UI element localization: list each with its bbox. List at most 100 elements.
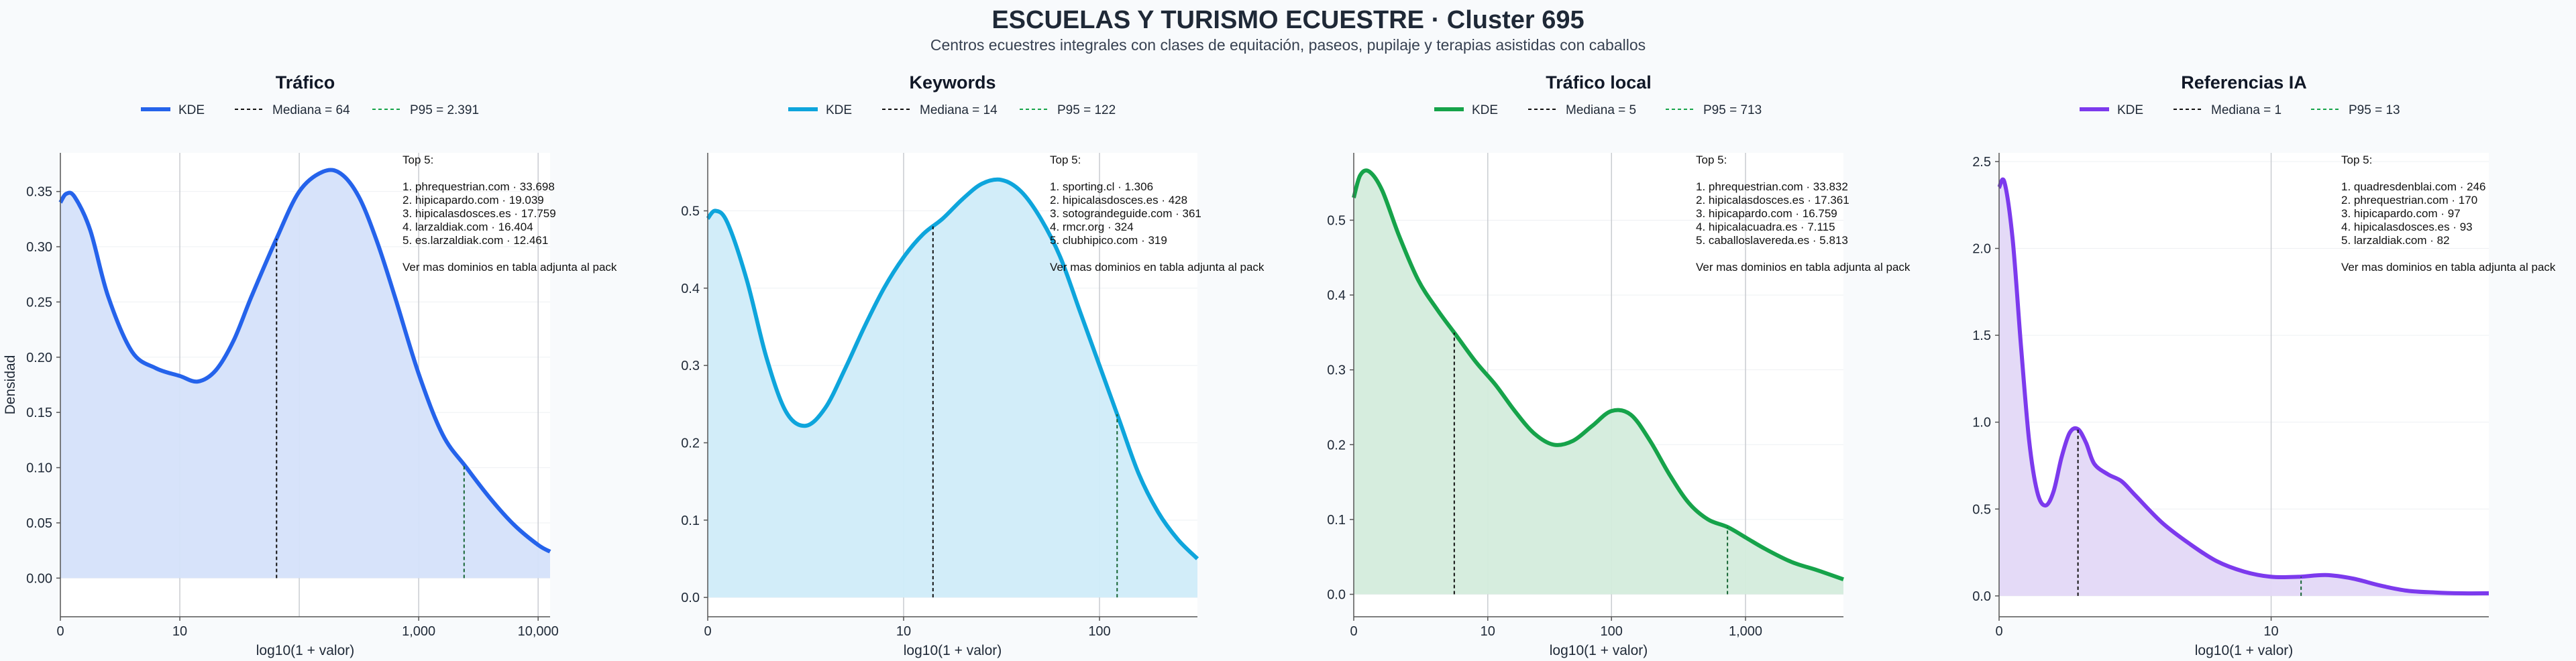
panel-trafico-local: Tráfico local KDE Mediana = 5 P95 = 713 0.0 0… — [1327, 72, 1911, 658]
y-tick-label: 1.5 — [1972, 328, 1991, 343]
kde-area — [60, 170, 550, 579]
x-axis-label: log10(1 + valor) — [904, 643, 1002, 658]
y-tick-label: 0.2 — [1327, 438, 1346, 453]
legend-median-label: Mediana = 64 — [272, 103, 350, 117]
y-tick-label: 0.10 — [26, 461, 52, 476]
kde-line — [706, 177, 1199, 560]
top5-footer: Ver mas dominios en tabla adjunta al pac… — [2341, 261, 2556, 274]
top5-footer: Ver mas dominios en tabla adjunta al pac… — [1696, 261, 1911, 274]
x-tick-label: 0 — [56, 624, 64, 639]
x-axis-label: log10(1 + valor) — [2195, 643, 2294, 658]
x-tick-label: 0 — [704, 624, 711, 639]
x-tick-label: 10 — [1481, 624, 1495, 639]
legend-median-label: Mediana = 1 — [2211, 103, 2282, 117]
y-tick-label: 0.5 — [681, 204, 700, 219]
figure-subtitle: Centros ecuestres integrales con clases … — [930, 36, 1646, 54]
kde-line — [58, 168, 551, 554]
legend-p95-label: P95 = 713 — [1703, 103, 1762, 117]
legend-kde-label: KDE — [1472, 103, 1498, 117]
legend-median-label: Mediana = 5 — [1566, 103, 1636, 117]
y-tick-label: 0.30 — [26, 240, 52, 255]
panel-title: Tráfico — [276, 72, 335, 93]
x-tick-label: 10 — [172, 624, 187, 639]
legend-p95-label: P95 = 13 — [2349, 103, 2400, 117]
legend-kde-label: KDE — [178, 103, 205, 117]
kde-line — [1997, 177, 2489, 596]
top5-item: 1. quadresdenblai.com · 246 — [2341, 180, 2485, 193]
y-tick-label: 1.0 — [1972, 416, 1991, 430]
top5-item: 4. rmcr.org · 324 — [1050, 221, 1134, 233]
y-tick-label: 0.3 — [1327, 363, 1346, 378]
top5-item: 3. hipicalasdosces.es · 17.759 — [402, 207, 556, 220]
y-tick-label: 0.05 — [26, 516, 52, 531]
x-tick-label: 0 — [1350, 624, 1357, 639]
kde-line — [1352, 168, 1844, 582]
top5-item: 1. sporting.cl · 1.306 — [1050, 180, 1153, 193]
legend-kde-label: KDE — [826, 103, 852, 117]
y-tick-label: 0.35 — [26, 185, 52, 200]
top5-item: 2. hipicapardo.com · 19.039 — [402, 194, 544, 206]
legend-p95-label: P95 = 2.391 — [410, 103, 479, 117]
kde-area — [1354, 170, 1843, 595]
top5-item: 3. sotograndeguide.com · 361 — [1050, 207, 1201, 220]
legend-median-label: Mediana = 14 — [920, 103, 998, 117]
y-tick-label: 2.5 — [1972, 155, 1991, 170]
top5-footer: Ver mas dominios en tabla adjunta al pac… — [1050, 261, 1265, 274]
x-axis-label: log10(1 + valor) — [256, 643, 355, 658]
y-tick-label: 0.25 — [26, 295, 52, 310]
x-tick-label: 1,000 — [402, 624, 435, 639]
legend-p95-label: P95 = 122 — [1057, 103, 1116, 117]
top5-item: 2. phrequestrian.com · 170 — [2341, 194, 2477, 206]
x-tick-label: 1,000 — [1729, 624, 1762, 639]
figure-title: ESCUELAS Y TURISMO ECUESTRE · Cluster 69… — [991, 6, 1584, 34]
y-tick-label: 2.0 — [1972, 242, 1991, 257]
kde-area — [1999, 179, 2489, 596]
y-tick-label: 0.4 — [1327, 288, 1346, 303]
panel-trafico: Tráfico KDE Mediana = 64 P95 = 2.391 0.00 0.0… — [3, 72, 617, 658]
y-tick-label: 0.5 — [1972, 502, 1991, 517]
y-tick-label: 0.4 — [681, 282, 700, 296]
top5-header: Top 5: — [402, 154, 433, 166]
x-tick-label: 100 — [1088, 624, 1110, 639]
y-tick-label: 0.0 — [1972, 589, 1991, 604]
y-tick-label: 0.15 — [26, 406, 52, 420]
top5-header: Top 5: — [2341, 154, 2372, 166]
y-tick-label: 0.0 — [681, 591, 700, 605]
top5-item: 3. hipicapardo.com · 16.759 — [1696, 207, 1837, 220]
y-tick-label: 0.2 — [681, 436, 700, 451]
x-tick-label: 100 — [1601, 624, 1623, 639]
x-tick-label: 0 — [1995, 624, 2002, 639]
kde-area — [708, 179, 1197, 598]
y-tick-label: 0.00 — [26, 571, 52, 586]
top5-footer: Ver mas dominios en tabla adjunta al pac… — [402, 261, 617, 274]
top5-item: 2. hipicalasdosces.es · 428 — [1050, 194, 1187, 206]
top5-item: 4. larzaldiak.com · 16.404 — [402, 221, 533, 233]
y-tick-label: 0.5 — [1327, 213, 1346, 228]
x-tick-label: 10,000 — [518, 624, 559, 639]
y-tick-label: 0.1 — [1327, 513, 1346, 528]
x-axis-label: log10(1 + valor) — [1550, 643, 1648, 658]
y-axis-label: Densidad — [3, 355, 18, 415]
top5-item: 5. caballoslavereda.es · 5.813 — [1696, 234, 1848, 247]
x-tick-label: 10 — [896, 624, 911, 639]
panel-title: Keywords — [909, 72, 996, 93]
y-tick-label: 0.3 — [681, 359, 700, 373]
top5-item: 1. phrequestrian.com · 33.832 — [1696, 180, 1848, 193]
top5-item: 1. phrequestrian.com · 33.698 — [402, 180, 555, 193]
top5-header: Top 5: — [1050, 154, 1081, 166]
y-tick-label: 0.1 — [681, 514, 700, 528]
panel-referencias-ia: Referencias IA KDE Mediana = 1 P95 = 13 0.0 0… — [1972, 72, 2556, 658]
panel-keywords: Keywords KDE Mediana = 14 P95 = 122 0.0 0.1 0.… — [681, 72, 1265, 658]
x-tick-label: 10 — [2263, 624, 2278, 639]
top5-item: 2. hipicalasdosces.es · 17.361 — [1696, 194, 1849, 206]
y-tick-label: 0.0 — [1327, 588, 1346, 603]
top5-item: 5. clubhipico.com · 319 — [1050, 234, 1167, 247]
top5-item: 5. larzaldiak.com · 82 — [2341, 234, 2450, 247]
y-tick-label: 0.20 — [26, 351, 52, 365]
top5-item: 4. hipicalasdosces.es · 93 — [2341, 221, 2473, 233]
top5-item: 5. es.larzaldiak.com · 12.461 — [402, 234, 548, 247]
top5-item: 3. hipicapardo.com · 97 — [2341, 207, 2461, 220]
top5-item: 4. hipicalacuadra.es · 7.115 — [1696, 221, 1835, 233]
